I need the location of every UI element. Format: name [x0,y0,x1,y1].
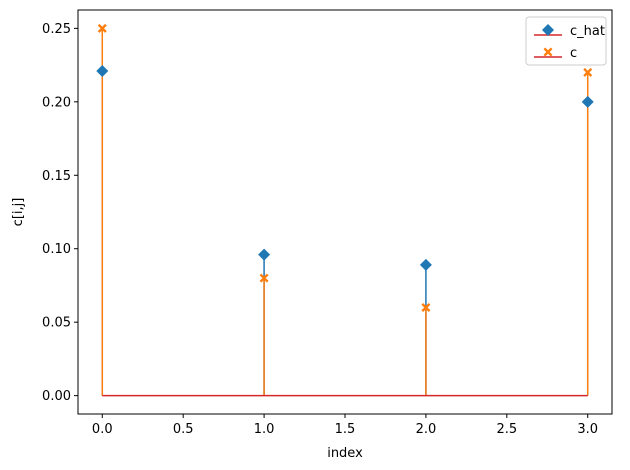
y-tick-label: 0.10 [42,242,71,257]
plot-frame [77,9,613,415]
x-tick-label: 0.0 [92,422,113,437]
c-marker [259,273,269,283]
legend-c-marker [543,47,553,57]
y-tick-label: 0.25 [42,22,71,37]
stems-layer [101,28,589,396]
c-marker [583,67,593,77]
c-marker [421,302,431,312]
legend-c-label: c [570,46,577,61]
c-marker [97,23,107,33]
y-tick-label: 0.20 [42,95,71,110]
y-axis-label: c[i,j] [11,198,26,227]
c_hat-marker [258,248,271,261]
x-tick-label: 0.5 [173,422,194,437]
x-axis-label: index [327,446,363,461]
x-tick-label: 1.5 [335,422,356,437]
legend-c_hat-label: c_hat [570,24,605,39]
x-tick-label: 1.0 [254,422,275,437]
x-tick-label: 2.5 [496,422,517,437]
c_hat-marker [581,95,594,108]
y-tick-label: 0.05 [42,316,71,331]
c_hat-marker [419,258,432,271]
x-tick-label: 3.0 [577,422,598,437]
legend-c_hat-marker [542,24,554,36]
markers-layer [96,23,594,312]
x-axis-ticks: 0.0 0.5 1.0 1.5 2.0 2.5 3.0 [92,414,598,437]
c_hat-marker [96,64,109,77]
x-tick-label: 2.0 [416,422,437,437]
y-tick-label: 0.00 [42,389,71,404]
y-tick-label: 0.15 [42,169,71,184]
y-axis-ticks: 0.00 0.05 0.10 0.15 0.20 0.25 [42,22,78,404]
